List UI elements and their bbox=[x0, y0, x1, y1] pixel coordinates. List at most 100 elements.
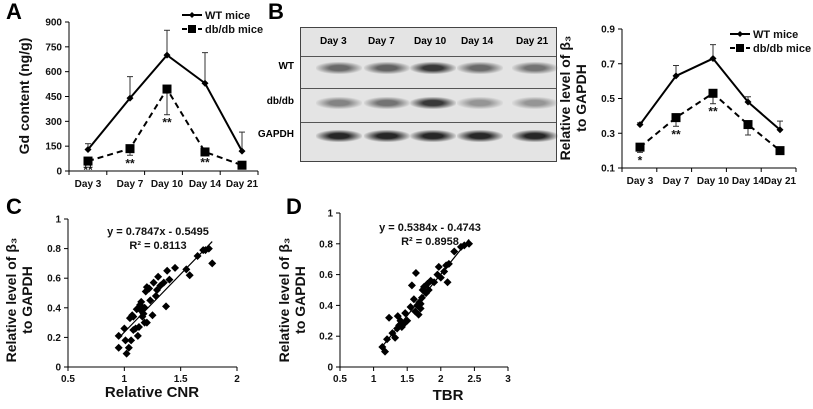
scatter-point bbox=[434, 262, 443, 271]
blot-lane-label: Day 21 bbox=[516, 36, 549, 47]
x-axis-label: Relative CNR bbox=[105, 384, 199, 401]
data-point-wt bbox=[776, 126, 784, 134]
trend-line bbox=[381, 239, 470, 347]
x-tick-label: Day 7 bbox=[663, 176, 690, 187]
scatter-point bbox=[409, 295, 418, 304]
x-tick-label: Day 3 bbox=[627, 176, 654, 187]
x-tick-label: 0.5 bbox=[333, 374, 347, 385]
data-point-wt bbox=[672, 72, 680, 80]
y-tick-label: 0.6 bbox=[47, 274, 61, 285]
scatter-point bbox=[171, 263, 180, 272]
panel-label-b: B bbox=[268, 0, 284, 24]
blot-lane-label: Day 10 bbox=[414, 36, 447, 47]
panel-label-c: C bbox=[6, 194, 22, 219]
y-axis-label: Relative level of β₃ bbox=[276, 238, 292, 363]
y-tick-label: 0.2 bbox=[319, 332, 333, 343]
blot-divider bbox=[301, 122, 556, 123]
y-axis-label: Gd content (ng/g) bbox=[16, 38, 32, 155]
x-tick-label: Day 14 bbox=[189, 179, 222, 190]
scatter-point bbox=[133, 331, 142, 340]
scatter-point bbox=[208, 259, 217, 268]
scatter-point bbox=[145, 284, 154, 293]
blot-band bbox=[364, 130, 410, 142]
scatter-point bbox=[146, 296, 155, 305]
significance-marker: ** bbox=[83, 163, 93, 177]
data-point-dbdb bbox=[743, 120, 753, 130]
scatter-point bbox=[443, 278, 452, 287]
blot-band bbox=[512, 130, 558, 142]
blot-row-label: GAPDH bbox=[257, 129, 294, 140]
blot-lane-label: Day 3 bbox=[320, 36, 347, 47]
y-tick-label: 0.8 bbox=[47, 244, 61, 255]
y-tick-label: 0.2 bbox=[47, 333, 61, 344]
scatter-point bbox=[114, 331, 123, 340]
scatter-point bbox=[149, 278, 158, 287]
scatter-point bbox=[385, 313, 394, 322]
legend-label: db/db mice bbox=[205, 24, 263, 36]
y-tick-label: 450 bbox=[45, 92, 62, 103]
scatter-point bbox=[129, 312, 138, 321]
x-tick-label: 0.5 bbox=[61, 374, 75, 385]
y-axis-label: Relative level of β₃ bbox=[3, 238, 19, 363]
scatter-point bbox=[127, 336, 136, 345]
legend-label: db/db mice bbox=[753, 43, 811, 55]
western-blot: Day 3 Day 7 Day 10 Day 14 Day 21 bbox=[300, 27, 558, 162]
legend-marker bbox=[188, 25, 196, 33]
y-tick-label: 0.6 bbox=[319, 270, 333, 281]
y-tick-label: 0.4 bbox=[319, 301, 333, 312]
x-tick-label: Day 10 bbox=[697, 176, 730, 187]
scatter-point bbox=[165, 275, 174, 284]
data-point-wt bbox=[636, 121, 644, 129]
panel-label-d: D bbox=[286, 194, 302, 219]
scatter-point bbox=[137, 297, 146, 306]
data-point-wt bbox=[201, 79, 209, 87]
blot-row-label: db/db bbox=[266, 96, 294, 107]
x-tick-label: Day 7 bbox=[117, 179, 144, 190]
x-tick-label: Day 10 bbox=[151, 179, 184, 190]
data-point-wt bbox=[744, 98, 752, 106]
blot-divider bbox=[301, 56, 556, 57]
scatter-point bbox=[416, 304, 425, 313]
trend-line bbox=[118, 241, 213, 339]
scatter-point bbox=[182, 265, 191, 274]
y-tick-label: 0.9 bbox=[601, 25, 615, 36]
x-tick-label: Day 3 bbox=[75, 179, 102, 190]
blot-band bbox=[316, 130, 362, 142]
y-tick-label: 0.4 bbox=[47, 303, 61, 314]
legend-label: WT mice bbox=[753, 29, 798, 41]
y-axis-label: to GAPDH bbox=[573, 64, 589, 132]
scatter-point bbox=[440, 267, 449, 276]
data-point-dbdb bbox=[708, 88, 718, 98]
scatter-point bbox=[163, 266, 172, 275]
data-point-wt bbox=[709, 55, 717, 63]
blot-band bbox=[457, 97, 503, 109]
x-tick-label: Day 21 bbox=[226, 179, 259, 190]
data-point-wt bbox=[163, 51, 171, 59]
legend-label: WT mice bbox=[205, 10, 250, 22]
data-point-wt bbox=[84, 145, 92, 153]
regression-equation: y = 0.7847x - 0.5495 bbox=[107, 226, 209, 238]
scatter-point bbox=[142, 318, 151, 327]
y-tick-label: 0.1 bbox=[601, 164, 615, 175]
data-point-dbdb bbox=[775, 146, 785, 156]
scatter-point bbox=[407, 281, 416, 290]
y-tick-label: 900 bbox=[45, 18, 62, 29]
y-tick-label: 0 bbox=[327, 363, 333, 374]
r-squared: R² = 0.8958 bbox=[401, 236, 459, 248]
blot-band bbox=[410, 130, 456, 142]
x-tick-label: 1.5 bbox=[174, 374, 188, 385]
scatter-point bbox=[154, 272, 163, 281]
scatter-point bbox=[121, 336, 130, 345]
data-point-dbdb bbox=[635, 142, 645, 152]
data-point-dbdb bbox=[200, 147, 210, 157]
scatter-point bbox=[114, 343, 123, 352]
blot-band bbox=[457, 62, 503, 74]
scatter-point bbox=[122, 349, 131, 358]
significance-marker: ** bbox=[671, 127, 681, 141]
blot-band bbox=[364, 62, 410, 74]
scatter-point bbox=[411, 269, 420, 278]
y-axis-label: to GAPDH bbox=[292, 266, 308, 334]
blot-lane-label: Day 14 bbox=[461, 36, 494, 47]
data-point-dbdb bbox=[125, 144, 135, 154]
blot-row-label: WT bbox=[278, 61, 294, 72]
